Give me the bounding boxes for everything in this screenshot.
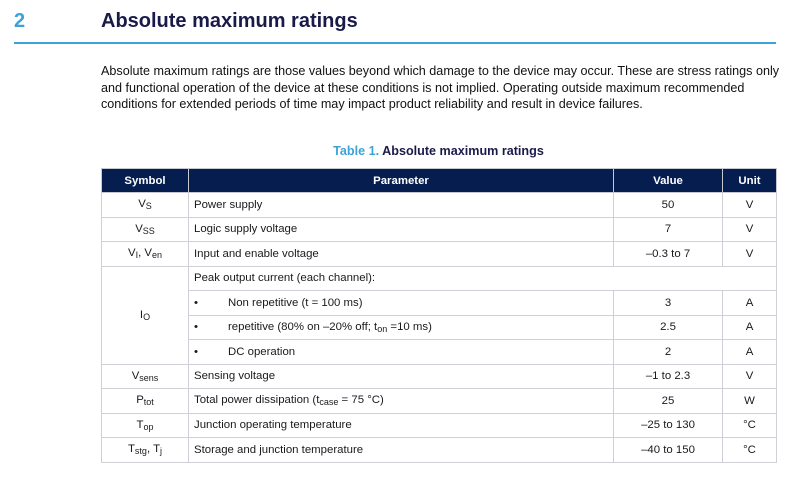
parameter-group-cell: Peak output current (each channel):: [188, 265, 777, 291]
parameter-cell: Total power dissipation (tcase = 75 °C): [188, 388, 614, 414]
bullet-marker: •: [194, 296, 198, 309]
unit-cell: W: [722, 388, 777, 414]
section-title: Absolute maximum ratings: [101, 10, 358, 32]
section-number: 2: [14, 10, 26, 32]
value-cell: –0.3 to 7: [613, 241, 723, 267]
table-row: • DC operation 2 A: [102, 339, 777, 365]
parameter-cell: Junction operating temperature: [188, 412, 614, 438]
table-caption-title: Absolute maximum ratings: [382, 144, 544, 158]
header-unit: Unit: [722, 168, 777, 193]
value-cell: 25: [613, 388, 723, 414]
table-row: Tstg, Tj Storage and junction temperatur…: [101, 437, 777, 463]
table-row: IO Peak output current (each channel):: [101, 265, 777, 365]
value-cell: –25 to 130: [613, 412, 723, 438]
bullet-marker: •: [194, 320, 198, 333]
header-symbol: Symbol: [101, 168, 189, 193]
parameter-cell: Input and enable voltage: [188, 241, 614, 267]
unit-cell: A: [722, 290, 777, 316]
unit-cell: A: [722, 339, 777, 365]
symbol-cell: IO: [101, 265, 189, 365]
value-cell: 2: [613, 339, 723, 365]
parameter-cell: Power supply: [188, 192, 614, 218]
section-divider: [14, 42, 776, 44]
table-row: • Non repetitive (t = 100 ms) 3 A: [102, 290, 777, 316]
table-row: VSS Logic supply voltage 7 V: [101, 216, 777, 242]
table-header-row: Symbol Parameter Value Unit: [101, 168, 777, 193]
table-row: • repetitive (80% on –20% off; ton =10 ms…: [102, 314, 777, 340]
table-row: Ptot Total power dissipation (tcase = 75…: [101, 388, 777, 414]
symbol-cell: Tstg, Tj: [101, 437, 189, 463]
unit-cell: V: [722, 216, 777, 242]
table-row: VI, Ven Input and enable voltage –0.3 to…: [101, 241, 777, 267]
unit-cell: A: [722, 314, 777, 340]
symbol-cell: VSS: [101, 216, 189, 242]
unit-cell: °C: [722, 437, 777, 463]
value-cell: 2.5: [613, 314, 723, 340]
unit-cell: V: [722, 241, 777, 267]
ratings-table: Symbol Parameter Value Unit VS Power sup…: [101, 168, 777, 463]
symbol-cell: VS: [101, 192, 189, 218]
bullet-marker: •: [194, 345, 198, 358]
value-cell: 7: [613, 216, 723, 242]
value-cell: 50: [613, 192, 723, 218]
value-cell: –40 to 150: [613, 437, 723, 463]
parameter-cell: Storage and junction temperature: [188, 437, 614, 463]
unit-cell: V: [722, 363, 777, 389]
value-cell: 3: [613, 290, 723, 316]
intro-paragraph: Absolute maximum ratings are those value…: [101, 64, 780, 111]
symbol-cell: Ptot: [101, 388, 189, 414]
table-caption-label: Table 1.: [333, 144, 380, 158]
table-caption: Table 1. Absolute maximum ratings: [101, 144, 776, 158]
symbol-cell: VI, Ven: [101, 241, 189, 267]
unit-cell: V: [722, 192, 777, 218]
parameter-cell: • Non repetitive (t = 100 ms): [188, 290, 614, 316]
unit-cell: °C: [722, 412, 777, 438]
symbol-cell: Top: [101, 412, 189, 438]
header-parameter: Parameter: [188, 168, 614, 193]
table-row: Top Junction operating temperature –25 t…: [101, 412, 777, 438]
table-row: Vsens Sensing voltage –1 to 2.3 V: [101, 363, 777, 389]
table-row: VS Power supply 50 V: [101, 192, 777, 218]
parameter-cell: • DC operation: [188, 339, 614, 365]
parameter-cell: Sensing voltage: [188, 363, 614, 389]
value-cell: –1 to 2.3: [613, 363, 723, 389]
parameter-cell: Logic supply voltage: [188, 216, 614, 242]
parameter-cell: • repetitive (80% on –20% off; ton =10 ms…: [188, 314, 614, 340]
header-value: Value: [613, 168, 723, 193]
symbol-cell: Vsens: [101, 363, 189, 389]
